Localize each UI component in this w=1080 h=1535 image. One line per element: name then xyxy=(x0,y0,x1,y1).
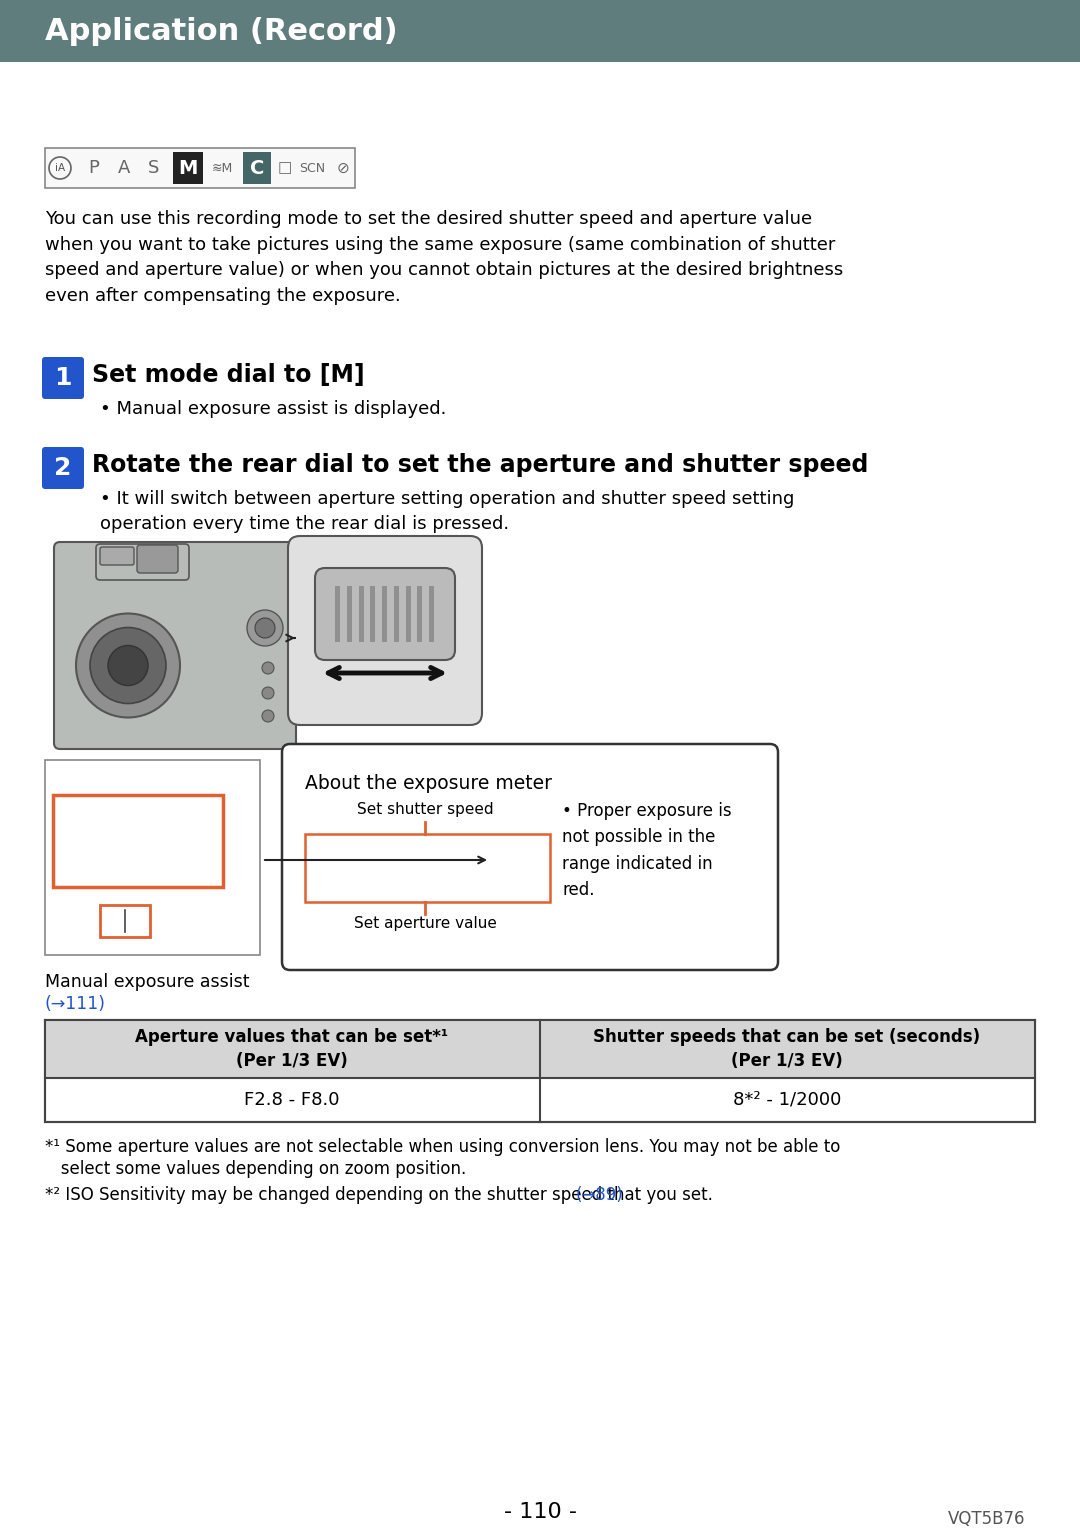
Text: SCN: SCN xyxy=(299,161,325,175)
Text: P: P xyxy=(89,160,99,177)
Circle shape xyxy=(255,619,275,639)
FancyBboxPatch shape xyxy=(96,543,189,580)
Text: M: M xyxy=(178,158,198,178)
Bar xyxy=(394,586,399,642)
Bar xyxy=(406,586,410,642)
Text: You can use this recording mode to set the desired shutter speed and aperture va: You can use this recording mode to set t… xyxy=(45,210,843,305)
FancyBboxPatch shape xyxy=(42,358,84,399)
Text: *² ISO Sensitivity may be changed depending on the shutter speed that you set.: *² ISO Sensitivity may be changed depend… xyxy=(45,1187,718,1203)
Bar xyxy=(100,906,150,936)
Circle shape xyxy=(262,688,274,698)
Text: 2: 2 xyxy=(54,456,71,480)
Bar xyxy=(305,834,550,903)
Text: • It will switch between aperture setting operation and shutter speed setting
op: • It will switch between aperture settin… xyxy=(100,490,795,533)
FancyBboxPatch shape xyxy=(137,545,178,573)
Bar xyxy=(417,586,422,642)
Text: • Proper exposure is
not possible in the
range indicated in
red.: • Proper exposure is not possible in the… xyxy=(562,801,731,900)
Bar xyxy=(45,760,260,955)
Text: Set shutter speed: Set shutter speed xyxy=(356,801,494,817)
Circle shape xyxy=(262,711,274,721)
FancyBboxPatch shape xyxy=(282,744,778,970)
Bar xyxy=(45,147,355,187)
FancyBboxPatch shape xyxy=(100,546,134,565)
Text: □: □ xyxy=(278,161,293,175)
Text: Set aperture value: Set aperture value xyxy=(353,916,497,932)
Bar xyxy=(53,795,222,887)
Text: A: A xyxy=(118,160,131,177)
Bar xyxy=(370,586,375,642)
Text: ≋M: ≋M xyxy=(212,161,232,175)
Text: (→89): (→89) xyxy=(576,1187,623,1203)
FancyBboxPatch shape xyxy=(54,542,296,749)
Bar xyxy=(335,586,340,642)
Circle shape xyxy=(76,614,180,717)
Text: select some values depending on zoom position.: select some values depending on zoom pos… xyxy=(45,1160,467,1177)
Circle shape xyxy=(108,646,148,686)
Bar xyxy=(45,1019,1035,1122)
Bar xyxy=(173,152,203,184)
FancyBboxPatch shape xyxy=(315,568,455,660)
Text: Manual exposure assist: Manual exposure assist xyxy=(45,973,249,992)
Circle shape xyxy=(90,628,166,703)
Text: Application (Record): Application (Record) xyxy=(45,17,397,46)
Text: - 110 -: - 110 - xyxy=(503,1503,577,1523)
Circle shape xyxy=(247,609,283,646)
Text: F2.8 - F8.0: F2.8 - F8.0 xyxy=(244,1091,340,1108)
Bar xyxy=(429,586,434,642)
Text: S: S xyxy=(148,160,160,177)
Bar xyxy=(359,586,364,642)
Circle shape xyxy=(262,662,274,674)
Text: • Manual exposure assist is displayed.: • Manual exposure assist is displayed. xyxy=(100,401,446,418)
Text: Rotate the rear dial to set the aperture and shutter speed: Rotate the rear dial to set the aperture… xyxy=(92,453,868,477)
FancyBboxPatch shape xyxy=(42,447,84,490)
Text: iA: iA xyxy=(55,163,65,173)
FancyBboxPatch shape xyxy=(288,536,482,725)
Text: Set mode dial to [M]: Set mode dial to [M] xyxy=(92,362,365,387)
Text: 8*² - 1/2000: 8*² - 1/2000 xyxy=(733,1091,841,1108)
Text: VQT5B76: VQT5B76 xyxy=(947,1510,1025,1527)
Bar xyxy=(45,1019,1035,1078)
Text: 1: 1 xyxy=(54,365,71,390)
Bar xyxy=(347,586,352,642)
Text: About the exposure meter: About the exposure meter xyxy=(305,774,552,794)
Text: Aperture values that can be set*¹
(Per 1/3 EV): Aperture values that can be set*¹ (Per 1… xyxy=(135,1028,448,1070)
Text: *¹ Some aperture values are not selectable when using conversion lens. You may n: *¹ Some aperture values are not selectab… xyxy=(45,1137,840,1156)
Text: ⊘: ⊘ xyxy=(337,161,349,175)
Bar xyxy=(0,0,1080,61)
Bar xyxy=(243,152,271,184)
Text: Shutter speeds that can be set (seconds)
(Per 1/3 EV): Shutter speeds that can be set (seconds)… xyxy=(593,1028,981,1070)
Text: C: C xyxy=(249,158,265,178)
Bar xyxy=(382,586,387,642)
Text: (→111): (→111) xyxy=(45,995,106,1013)
